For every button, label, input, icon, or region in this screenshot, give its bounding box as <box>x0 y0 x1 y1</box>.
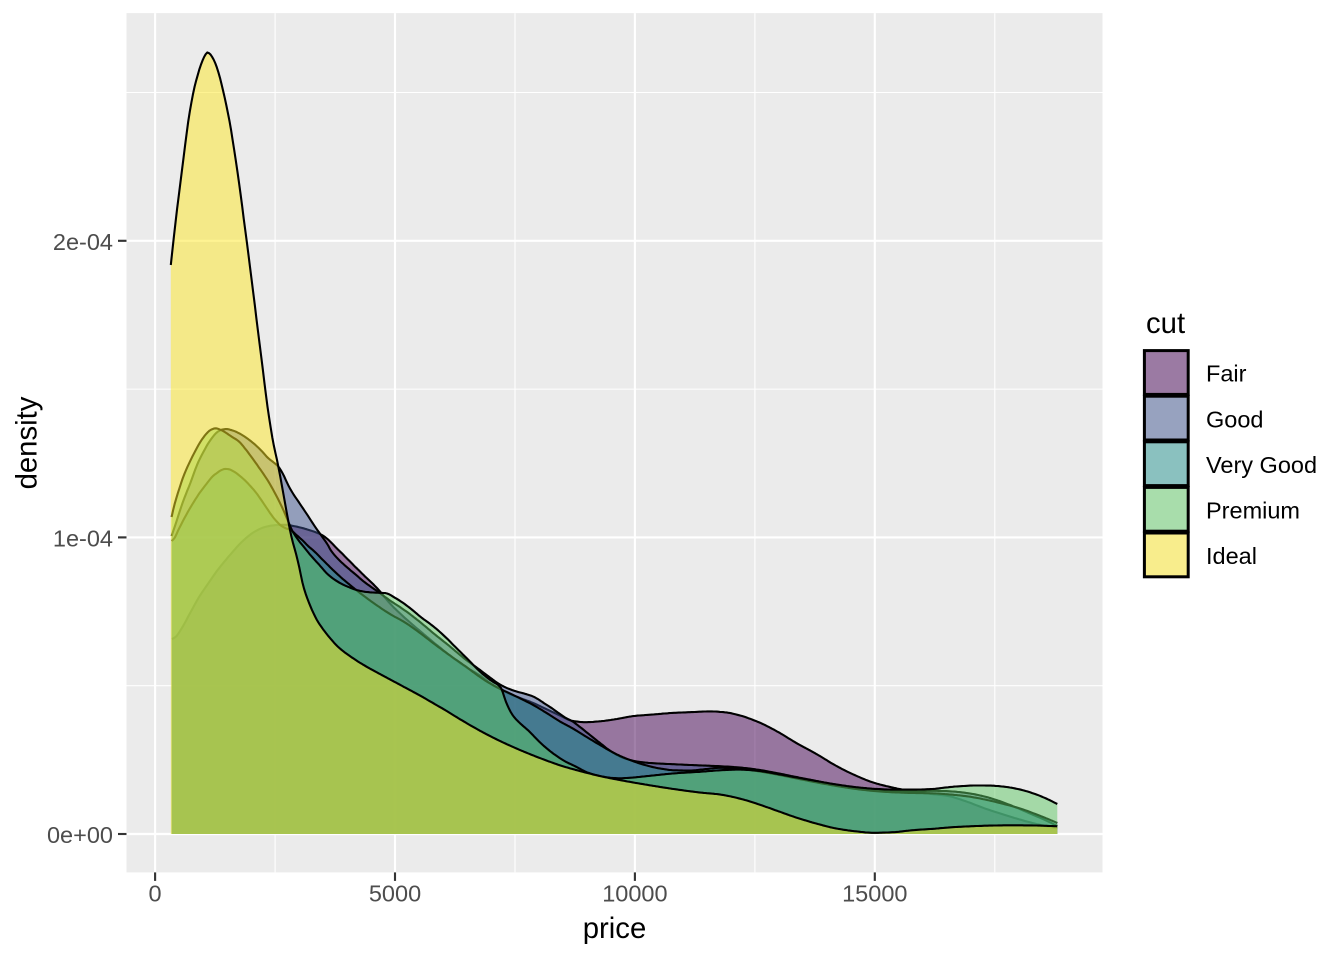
svg-text:Fair: Fair <box>1206 361 1247 387</box>
svg-text:Ideal: Ideal <box>1206 543 1257 569</box>
svg-text:1e-04: 1e-04 <box>53 526 113 552</box>
svg-text:15000: 15000 <box>842 881 907 907</box>
svg-text:10000: 10000 <box>602 881 667 907</box>
svg-text:5000: 5000 <box>369 881 421 907</box>
svg-text:0e+00: 0e+00 <box>47 822 113 848</box>
svg-text:Good: Good <box>1206 406 1264 432</box>
svg-text:Very Good: Very Good <box>1206 452 1317 478</box>
svg-text:price: price <box>583 912 647 945</box>
svg-text:cut: cut <box>1146 307 1185 340</box>
svg-text:0: 0 <box>149 881 162 907</box>
svg-text:density: density <box>11 396 44 489</box>
svg-text:2e-04: 2e-04 <box>53 229 113 255</box>
svg-text:Premium: Premium <box>1206 498 1300 524</box>
